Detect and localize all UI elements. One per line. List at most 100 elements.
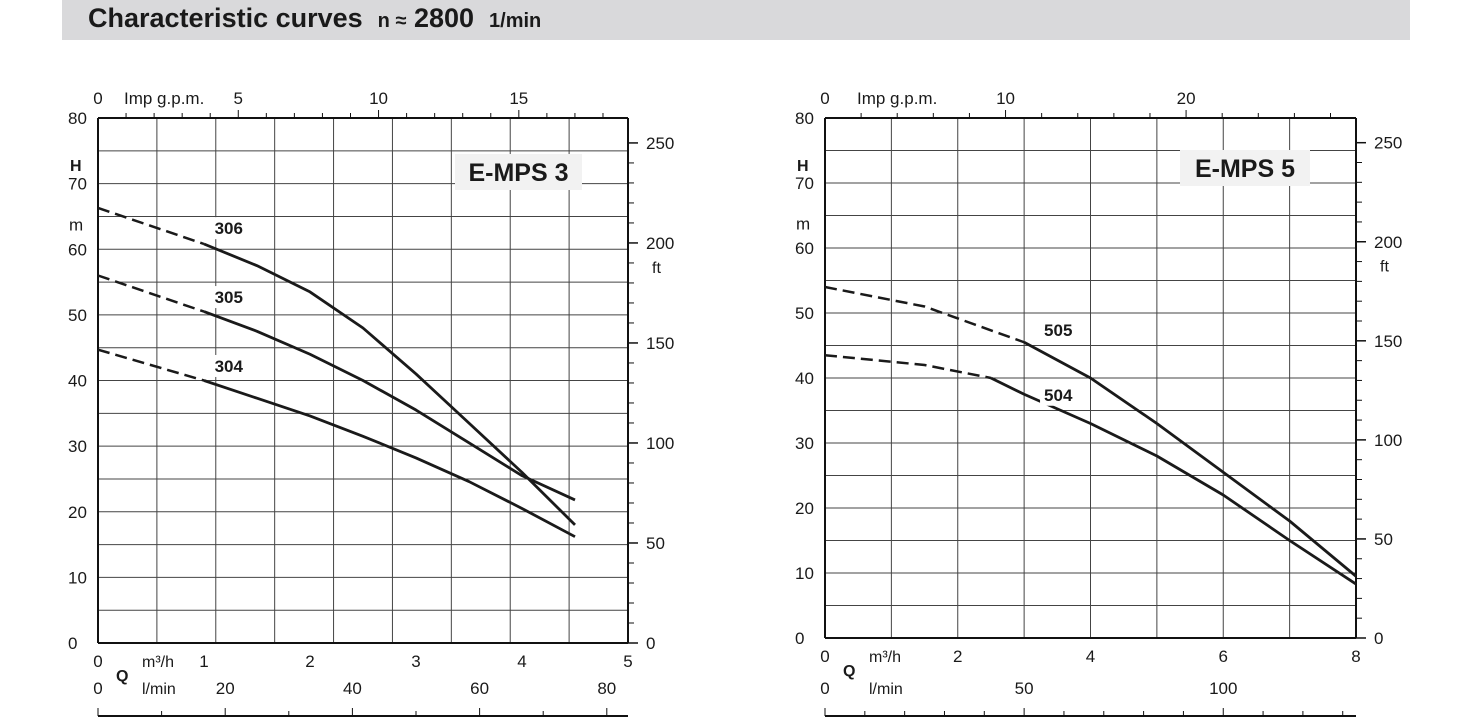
y-tick-label: 30 <box>68 437 87 456</box>
y-axis-symbol: H <box>797 158 809 175</box>
y-tick-label: 40 <box>68 372 87 391</box>
ft-tick-label: 250 <box>1374 134 1402 153</box>
gpm-tick-label: 20 <box>1177 89 1196 108</box>
curve-label-bg <box>210 217 253 240</box>
curve-label-bg <box>210 354 253 377</box>
curve-label-bg <box>1040 383 1083 406</box>
x-tick-label: 3 <box>411 652 420 671</box>
ft-tick-label: 0 <box>646 634 655 653</box>
y-axis-unit: m <box>69 215 83 234</box>
x-tick-label: 5 <box>623 652 632 671</box>
curve-505-solid <box>1023 341 1357 578</box>
gpm-tick-label: 10 <box>369 89 388 108</box>
gpm-tick-label: 0 <box>93 89 102 108</box>
curve-label-306: 306 <box>215 219 243 238</box>
gpm-tick-label: 5 <box>234 89 243 108</box>
chart-title-box <box>1180 150 1310 186</box>
lmin-tick-label: 100 <box>1209 679 1237 698</box>
y-tick-label: 60 <box>795 239 814 258</box>
ft-unit: ft <box>1380 258 1389 275</box>
curve-label-505: 505 <box>1044 321 1072 340</box>
x-tick-label: 2 <box>953 647 962 666</box>
curve-304-solid <box>203 379 576 538</box>
ft-tick-label: 200 <box>646 234 674 253</box>
y-tick-label: 50 <box>68 306 87 325</box>
x-tick-label: 0 <box>820 647 829 666</box>
curve-304-dashed <box>97 348 205 382</box>
chart-title: E-MPS 3 <box>468 159 568 187</box>
curve-label-504: 504 <box>1044 386 1073 405</box>
gpm-tick-label: 0 <box>820 89 829 108</box>
curve-504-dashed <box>824 354 992 380</box>
x-axis-symbol: Q <box>116 668 128 685</box>
curve-306-solid <box>203 242 576 526</box>
y-tick-label: 40 <box>795 369 814 388</box>
lmin-tick-label: 50 <box>1015 679 1034 698</box>
gpm-unit: Imp g.p.m. <box>124 89 204 108</box>
lmin-tick-label: 0 <box>93 679 102 698</box>
lmin-tick-label: 40 <box>343 679 362 698</box>
lmin-tick-label: 80 <box>597 679 616 698</box>
curve-label-bg <box>210 286 253 309</box>
x-tick-label: 6 <box>1219 647 1228 666</box>
x-tick-label: 8 <box>1351 647 1360 666</box>
y-tick-label: 70 <box>795 174 814 193</box>
lmin-tick-label: 60 <box>470 679 489 698</box>
y-axis-symbol: H <box>70 158 82 175</box>
x-tick-label: 0 <box>93 652 102 671</box>
x-axis-unit: m³/h <box>869 649 901 666</box>
ft-unit: ft <box>652 260 661 277</box>
y-tick-label: 10 <box>68 568 87 587</box>
chart-title-box <box>455 154 582 190</box>
ft-tick-label: 100 <box>646 434 674 453</box>
y-axis-unit: m <box>796 214 810 233</box>
ft-tick-label: 100 <box>1374 431 1402 450</box>
curve-label-305: 305 <box>215 288 243 307</box>
x-axis-unit: m³/h <box>142 654 174 671</box>
y-tick-label: 80 <box>68 109 87 128</box>
curve-label-bg <box>1040 318 1083 341</box>
x-tick-label: 4 <box>517 652 526 671</box>
title-text: Characteristic curves <box>88 3 363 33</box>
ft-tick-label: 50 <box>1374 530 1393 549</box>
y-tick-label: 0 <box>795 629 804 648</box>
ft-tick-label: 250 <box>646 134 674 153</box>
y-tick-label: 70 <box>68 175 87 194</box>
chart-title: E-MPS 5 <box>1195 155 1295 183</box>
ft-tick-label: 0 <box>1374 629 1383 648</box>
curve-label-304: 304 <box>215 357 244 376</box>
x-axis-symbol: Q <box>843 663 855 680</box>
x-tick-label: 2 <box>305 652 314 671</box>
y-tick-label: 0 <box>68 634 77 653</box>
gpm-tick-label: 15 <box>509 89 528 108</box>
lmin-tick-label: 0 <box>820 679 829 698</box>
lmin-unit: l/min <box>869 681 903 698</box>
y-tick-label: 10 <box>795 564 814 583</box>
ft-tick-label: 150 <box>1374 332 1402 351</box>
curve-305-solid <box>203 310 576 502</box>
x-tick-label: 1 <box>199 652 208 671</box>
curve-306-dashed <box>97 206 205 246</box>
y-tick-label: 20 <box>68 503 87 522</box>
gpm-unit: Imp g.p.m. <box>857 89 937 108</box>
speed-value: 2800 <box>413 3 475 33</box>
page-title: Characteristic curves n ≈ 2800 1/min <box>88 3 541 34</box>
lmin-tick-label: 20 <box>216 679 235 698</box>
y-tick-label: 30 <box>795 434 814 453</box>
curve-505-dashed <box>824 285 1025 344</box>
header-bar: Characteristic curves n ≈ 2800 1/min <box>62 0 1410 40</box>
y-tick-label: 20 <box>795 499 814 518</box>
curve-504-solid <box>990 376 1357 586</box>
gpm-tick-label: 10 <box>996 89 1015 108</box>
x-tick-label: 4 <box>1086 647 1095 666</box>
ft-tick-label: 50 <box>646 534 665 553</box>
curve-305-dashed <box>97 274 205 313</box>
lmin-unit: l/min <box>142 681 176 698</box>
ft-tick-label: 200 <box>1374 233 1402 252</box>
speed-unit: 1/min <box>489 10 542 32</box>
speed-symbol: n ≈ <box>377 10 407 32</box>
ft-tick-label: 150 <box>646 334 674 353</box>
